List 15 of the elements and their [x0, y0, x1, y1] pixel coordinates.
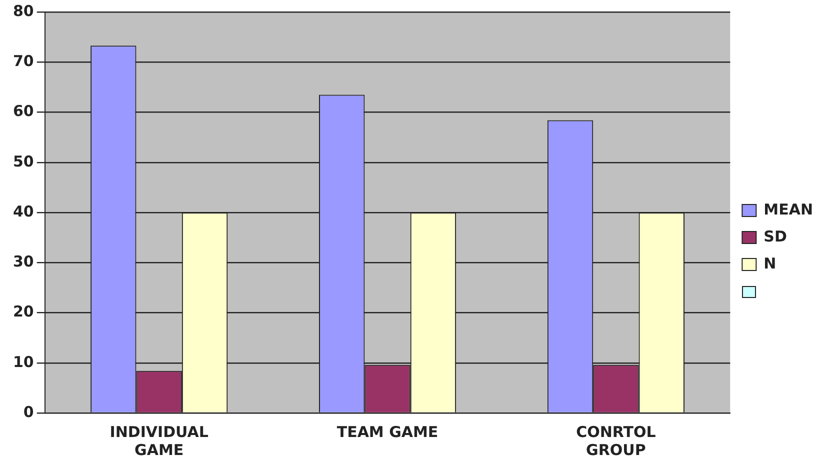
y-tick-label: 60 [13, 102, 34, 120]
legend-label: N [764, 254, 776, 272]
y-tick-label: 50 [13, 152, 34, 170]
x-tick-label: CONRTOL GROUP [576, 422, 656, 459]
y-tick-label: 30 [13, 252, 34, 271]
y-tick-label: 0 [23, 402, 34, 421]
x-tick-label: INDIVIDUAL GAME [110, 422, 209, 459]
y-tick-label: 70 [13, 52, 34, 70]
y-tick-label: 80 [13, 2, 34, 20]
y-tick-label: 20 [13, 302, 34, 321]
legend-label: MEAN [764, 200, 814, 218]
y-tick-label: 10 [13, 352, 34, 371]
legend-label: SD [764, 227, 787, 246]
x-tick-label: TEAM GAME [336, 422, 438, 441]
y-tick-label: 40 [13, 202, 34, 220]
